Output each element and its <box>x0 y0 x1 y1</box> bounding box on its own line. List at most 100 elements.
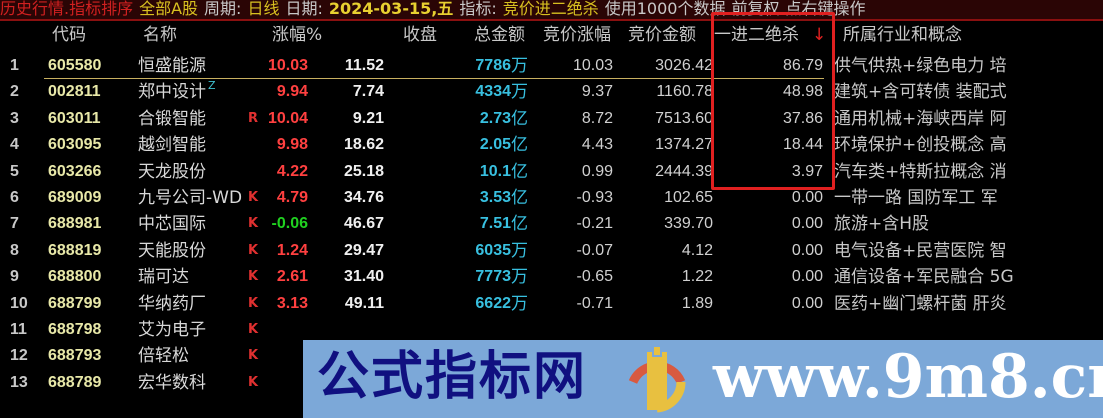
bid-pct: -0.93 <box>576 189 613 206</box>
row-index: 7 <box>10 215 19 233</box>
kill-value: 0.00 <box>791 189 823 206</box>
kill-value: 48.98 <box>782 83 823 101</box>
change-pct: -0.06 <box>271 215 308 233</box>
concept-text: 旅游+含H股 <box>834 214 930 235</box>
stock-name: 艾为电子 <box>138 320 206 340</box>
stock-name: 瑞可达 <box>138 267 189 288</box>
close-price: 25.18 <box>343 162 384 180</box>
period-value[interactable]: 日线 <box>247 0 280 18</box>
amount-unit: 万 <box>511 240 528 261</box>
table-row[interactable]: 8 688819 天能股份 K 1.24 29.47 6035 万 -0.07 4.12 0.00 电… <box>0 238 1103 264</box>
table-row[interactable]: 7 688981 中芯国际 K -0.06 46.67 7.51 亿 -0.21 339.70 0.… <box>0 211 1103 237</box>
total-amount: 2.05 <box>479 136 511 154</box>
stock-code: 603095 <box>48 136 102 154</box>
stock-mark: K <box>248 242 259 258</box>
stock-code: 688798 <box>48 321 102 338</box>
concept-text: 环境保护+创投概念 高 <box>834 135 1007 156</box>
watermark-url: www.9m8.cn <box>713 342 1103 412</box>
stock-name: 中芯国际 <box>138 214 206 235</box>
scope-label[interactable]: 全部A股 <box>139 0 199 18</box>
close-price: 11.52 <box>344 57 384 74</box>
close-price: 46.67 <box>343 215 384 233</box>
bid-amount: 102.65 <box>664 189 713 206</box>
table-row[interactable]: 1 605580 恒盛能源 10.03 11.52 7786 万 10.03 3026.42 86… <box>0 53 1103 79</box>
date-label: 日期: <box>285 0 323 18</box>
kill-value: 0.00 <box>791 215 823 233</box>
row-index: 3 <box>10 109 19 127</box>
watermark-banner: 公式指标网 www.9m8.cn <box>303 340 1103 418</box>
col-code[interactable]: 代码 <box>52 25 86 45</box>
change-pct: 10.03 <box>267 57 308 74</box>
close-price: 18.62 <box>343 136 384 154</box>
row-index: 9 <box>10 268 19 286</box>
table-row[interactable]: 9 688800 瑞可达 K 2.61 31.40 7773 万 -0.65 1.22 0.00 通信… <box>0 264 1103 290</box>
bid-amount: 1160.78 <box>656 83 713 101</box>
indicator-value[interactable]: 竞价进二绝杀 <box>502 0 599 18</box>
table-row[interactable]: 2 002811 郑中设计 Z 9.94 7.74 4334 万 9.37 1160.78 48.9… <box>0 79 1103 105</box>
concept-text: 建筑+含可转债 装配式 <box>834 82 1007 103</box>
col-bid-pct[interactable]: 竞价涨幅 <box>543 25 611 45</box>
stock-code: 688799 <box>48 294 102 312</box>
bid-amount: 7513.60 <box>655 109 713 127</box>
concept-text: 医药+幽门螺杆菌 肝炎 <box>834 293 1007 314</box>
kill-value: 18.44 <box>782 136 823 154</box>
close-price: 34.76 <box>343 189 384 206</box>
total-amount: 3.53 <box>479 189 511 206</box>
total-amount: 10.1 <box>479 162 511 180</box>
bid-amount: 2444.39 <box>655 162 713 180</box>
table-row[interactable]: 4 603095 越剑智能 9.98 18.62 2.05 亿 4.43 1374.27 18.4… <box>0 132 1103 158</box>
amount-unit: 万 <box>511 267 528 288</box>
col-name[interactable]: 名称 <box>143 25 177 45</box>
row-index: 4 <box>10 136 19 154</box>
change-pct: 9.98 <box>276 136 308 154</box>
bid-amount: 339.70 <box>664 215 713 233</box>
concept-text: 汽车类+特斯拉概念 消 <box>834 161 1007 182</box>
bid-pct: -0.65 <box>576 268 613 286</box>
stock-name: 天能股份 <box>138 240 206 261</box>
date-value[interactable]: 2024-03-15,五 <box>328 0 454 18</box>
stock-code: 688789 <box>48 373 102 391</box>
change-pct: 4.79 <box>276 189 308 206</box>
row-index: 13 <box>10 373 28 391</box>
concept-text: 一带一路 国防军工 军 <box>834 188 998 208</box>
amount-unit: 万 <box>511 293 528 314</box>
row-index: 2 <box>10 83 19 101</box>
stock-code: 689009 <box>48 189 102 206</box>
total-amount: 7786 <box>475 57 511 74</box>
period-label: 周期: <box>204 0 242 18</box>
table-row[interactable]: 11 688798 艾为电子 K <box>0 317 1103 343</box>
total-amount: 2.73 <box>479 109 511 127</box>
selected-row-underline <box>44 78 824 79</box>
col-bid-amount[interactable]: 竞价金额 <box>628 25 696 45</box>
col-close[interactable]: 收盘 <box>403 25 437 45</box>
amount-unit: 万 <box>511 82 528 103</box>
stock-mark: K <box>248 374 259 390</box>
kill-value: 3.97 <box>791 162 823 180</box>
table-row[interactable]: 13 688789 宏华数科 K <box>0 370 1103 396</box>
table-row[interactable]: 6 689009 九号公司-WD K 4.79 34.76 3.53 亿 -0.93 102.65… <box>0 185 1103 211</box>
table-row[interactable]: 10 688799 华纳药厂 K 3.13 49.11 6622 万 -0.71 1.89 0.00… <box>0 291 1103 317</box>
table-row[interactable]: 5 603266 天龙股份 4.22 25.18 10.1 亿 0.99 2444.39 3.97… <box>0 159 1103 185</box>
table-row[interactable]: 12 688793 倍轻松 K <box>0 343 1103 369</box>
title-bar: 历史行情.指标排序 全部A股 周期: 日线 日期: 2024-03-15,五 指标: 竞价进二… <box>0 0 1103 21</box>
total-amount: 6622 <box>475 294 511 312</box>
close-price: 9.21 <box>352 109 384 127</box>
stock-name: 郑中设计 <box>138 82 206 103</box>
row-index: 6 <box>10 189 19 206</box>
highlight-box <box>711 12 835 190</box>
close-price: 7.74 <box>352 83 384 101</box>
amount-unit: 亿 <box>511 108 528 129</box>
col-amount[interactable]: 总金额 <box>474 25 525 45</box>
col-kill[interactable]: 一进二绝杀 <box>714 25 799 45</box>
total-amount: 7.51 <box>479 215 511 233</box>
table-row[interactable]: 3 603011 合锻智能 R 10.04 9.21 2.73 亿 8.72 7513.60 37.… <box>0 106 1103 132</box>
stock-name: 倍轻松 <box>138 346 189 367</box>
change-pct: 10.04 <box>267 109 308 127</box>
amount-unit: 亿 <box>511 161 528 182</box>
col-concept[interactable]: 所属行业和概念 <box>843 25 962 45</box>
col-pct[interactable]: 涨幅% <box>272 25 323 45</box>
stock-code: 688793 <box>48 347 102 365</box>
concept-text: 通用机械+海峡西岸 阿 <box>834 108 1007 129</box>
change-pct: 4.22 <box>276 162 308 180</box>
stock-mark: K <box>248 269 259 285</box>
